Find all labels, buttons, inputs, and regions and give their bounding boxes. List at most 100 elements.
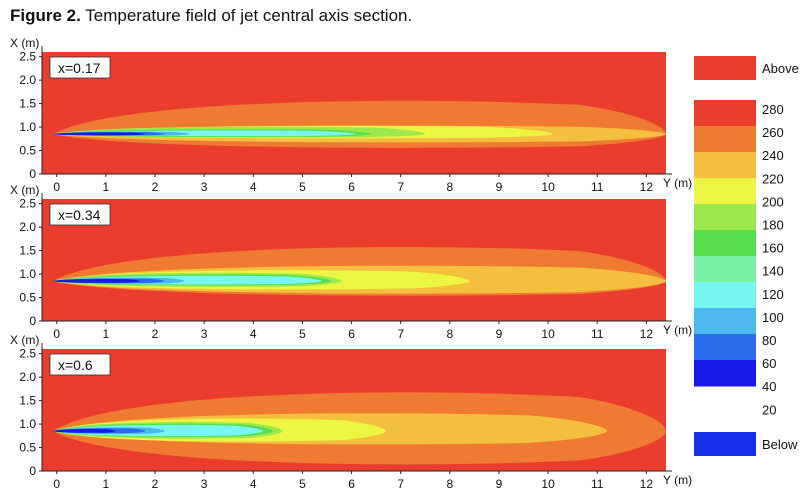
y-axis-label: X (m) bbox=[10, 333, 39, 347]
legend-swatch bbox=[694, 100, 756, 127]
x-tick-label: 0 bbox=[53, 477, 60, 491]
legend-above-swatch bbox=[694, 56, 756, 80]
y-axis-label: X (m) bbox=[10, 183, 39, 197]
panel-label: x=0.17 bbox=[58, 60, 101, 76]
x-tick-label: 12 bbox=[640, 327, 654, 341]
x-tick-label: 4 bbox=[250, 477, 257, 491]
x-tick-label: 0 bbox=[53, 327, 60, 341]
y-tick-label: 0 bbox=[29, 464, 36, 478]
figure-number: Figure 2. bbox=[10, 6, 81, 25]
x-axis-label: Y (m) bbox=[663, 323, 692, 337]
legend-swatch bbox=[694, 152, 756, 179]
legend-below-label: Below 20 bbox=[762, 437, 800, 452]
x-tick-label: 9 bbox=[496, 180, 503, 194]
x-tick-label: 7 bbox=[397, 327, 404, 341]
figure-title: Temperature field of jet central axis se… bbox=[85, 6, 413, 25]
figure-caption: Figure 2. Temperature field of jet centr… bbox=[10, 6, 412, 26]
y-tick-label: 0.5 bbox=[19, 441, 36, 455]
legend-value-label: 20 bbox=[762, 402, 776, 417]
legend-value-label: 60 bbox=[762, 356, 776, 371]
x-tick-label: 4 bbox=[250, 327, 257, 341]
legend-swatch bbox=[694, 334, 756, 361]
x-tick-label: 12 bbox=[640, 477, 654, 491]
x-tick-label: 5 bbox=[299, 180, 306, 194]
x-axis-label: Y (m) bbox=[663, 473, 692, 487]
y-tick-label: 1.0 bbox=[19, 120, 36, 134]
y-tick-label: 2.0 bbox=[19, 220, 36, 234]
legend-value-label: 240 bbox=[762, 148, 784, 163]
legend-value-label: 180 bbox=[762, 218, 784, 233]
y-tick-label: 2.0 bbox=[19, 73, 36, 87]
legend-swatch bbox=[694, 204, 756, 231]
color-legend: Above 280 280 260 240 220 200 180 160 140 120 100 8… bbox=[694, 56, 800, 456]
contour-field bbox=[52, 392, 666, 465]
legend-swatch bbox=[694, 178, 756, 205]
x-tick-label: 12 bbox=[640, 180, 654, 194]
x-tick-label: 2 bbox=[152, 327, 159, 341]
contour-panel-1: x=0.17X (m)00.51.01.52.02.50 1 2 3 4 5 6 7 8 9 10 1… bbox=[10, 36, 692, 194]
x-tick-label: 1 bbox=[103, 180, 110, 194]
x-tick-label: 11 bbox=[591, 327, 604, 341]
y-tick-label: 2.5 bbox=[19, 347, 36, 361]
x-tick-label: 7 bbox=[397, 180, 404, 194]
x-tick-label: 6 bbox=[348, 477, 355, 491]
x-tick-label: 9 bbox=[496, 327, 503, 341]
legend-value-label: 160 bbox=[762, 241, 784, 256]
legend-below-swatch bbox=[694, 432, 756, 456]
x-tick-label: 6 bbox=[348, 180, 355, 194]
contour-field bbox=[52, 246, 666, 296]
legend-value-label: 40 bbox=[762, 379, 776, 394]
y-tick-label: 2.5 bbox=[19, 197, 36, 211]
legend-swatch bbox=[694, 230, 756, 257]
x-tick-label: 10 bbox=[541, 180, 555, 194]
x-tick-label: 2 bbox=[152, 477, 159, 491]
legend-swatch bbox=[694, 308, 756, 335]
x-tick-label: 10 bbox=[541, 477, 555, 491]
x-tick-label: 11 bbox=[591, 477, 604, 491]
y-tick-label: 2.5 bbox=[19, 50, 36, 64]
legend-swatch bbox=[694, 282, 756, 309]
y-axis-label: X (m) bbox=[10, 36, 39, 50]
legend-value-label: 140 bbox=[762, 264, 784, 279]
x-tick-label: 5 bbox=[299, 327, 306, 341]
legend-value-label: 100 bbox=[762, 310, 784, 325]
x-tick-label: 3 bbox=[201, 180, 208, 194]
panel-label: x=0.6 bbox=[58, 357, 93, 373]
contour-panel-2: x=0.34X (m)00.51.01.52.02.50 1 2 3 4 5 6 7 8 9 10 1… bbox=[10, 183, 692, 341]
contour-region-60 bbox=[52, 429, 87, 432]
x-axis-label: Y (m) bbox=[663, 176, 692, 190]
y-tick-label: 1.5 bbox=[19, 244, 36, 258]
legend-swatch bbox=[694, 256, 756, 283]
y-tick-label: 1.5 bbox=[19, 97, 36, 111]
legend-above-label: Above 280 bbox=[762, 61, 800, 76]
contour-panel-3: x=0.6X (m)00.51.01.52.02.50 1 2 3 4 5 6 7 8 9 10 11… bbox=[10, 333, 692, 491]
legend-swatch bbox=[694, 126, 756, 153]
x-tick-label: 7 bbox=[397, 477, 404, 491]
x-tick-label: 0 bbox=[53, 180, 60, 194]
y-tick-label: 0.5 bbox=[19, 144, 36, 158]
legend-value-label: 280 bbox=[762, 102, 784, 117]
y-tick-label: 2.0 bbox=[19, 370, 36, 384]
y-tick-label: 1.5 bbox=[19, 394, 36, 408]
x-tick-label: 1 bbox=[103, 327, 110, 341]
y-tick-label: 0 bbox=[29, 314, 36, 328]
x-tick-label: 3 bbox=[201, 327, 208, 341]
panel-label-box bbox=[49, 203, 111, 226]
legend-value-label: 220 bbox=[762, 171, 784, 186]
contour-region-60 bbox=[52, 279, 116, 283]
x-tick-label: 5 bbox=[299, 477, 306, 491]
contour-region-60 bbox=[52, 132, 121, 135]
legend-value-label: 200 bbox=[762, 194, 784, 209]
x-tick-label: 8 bbox=[446, 477, 453, 491]
contour-field bbox=[52, 100, 666, 148]
x-tick-label: 8 bbox=[446, 180, 453, 194]
panel-label-box bbox=[49, 56, 111, 79]
x-tick-label: 9 bbox=[496, 477, 503, 491]
y-tick-label: 1.0 bbox=[19, 267, 36, 281]
x-tick-label: 10 bbox=[541, 327, 555, 341]
y-tick-label: 1.0 bbox=[19, 417, 36, 431]
x-tick-label: 4 bbox=[250, 180, 257, 194]
panel-label-box bbox=[49, 353, 111, 376]
y-tick-label: 0.5 bbox=[19, 291, 36, 305]
